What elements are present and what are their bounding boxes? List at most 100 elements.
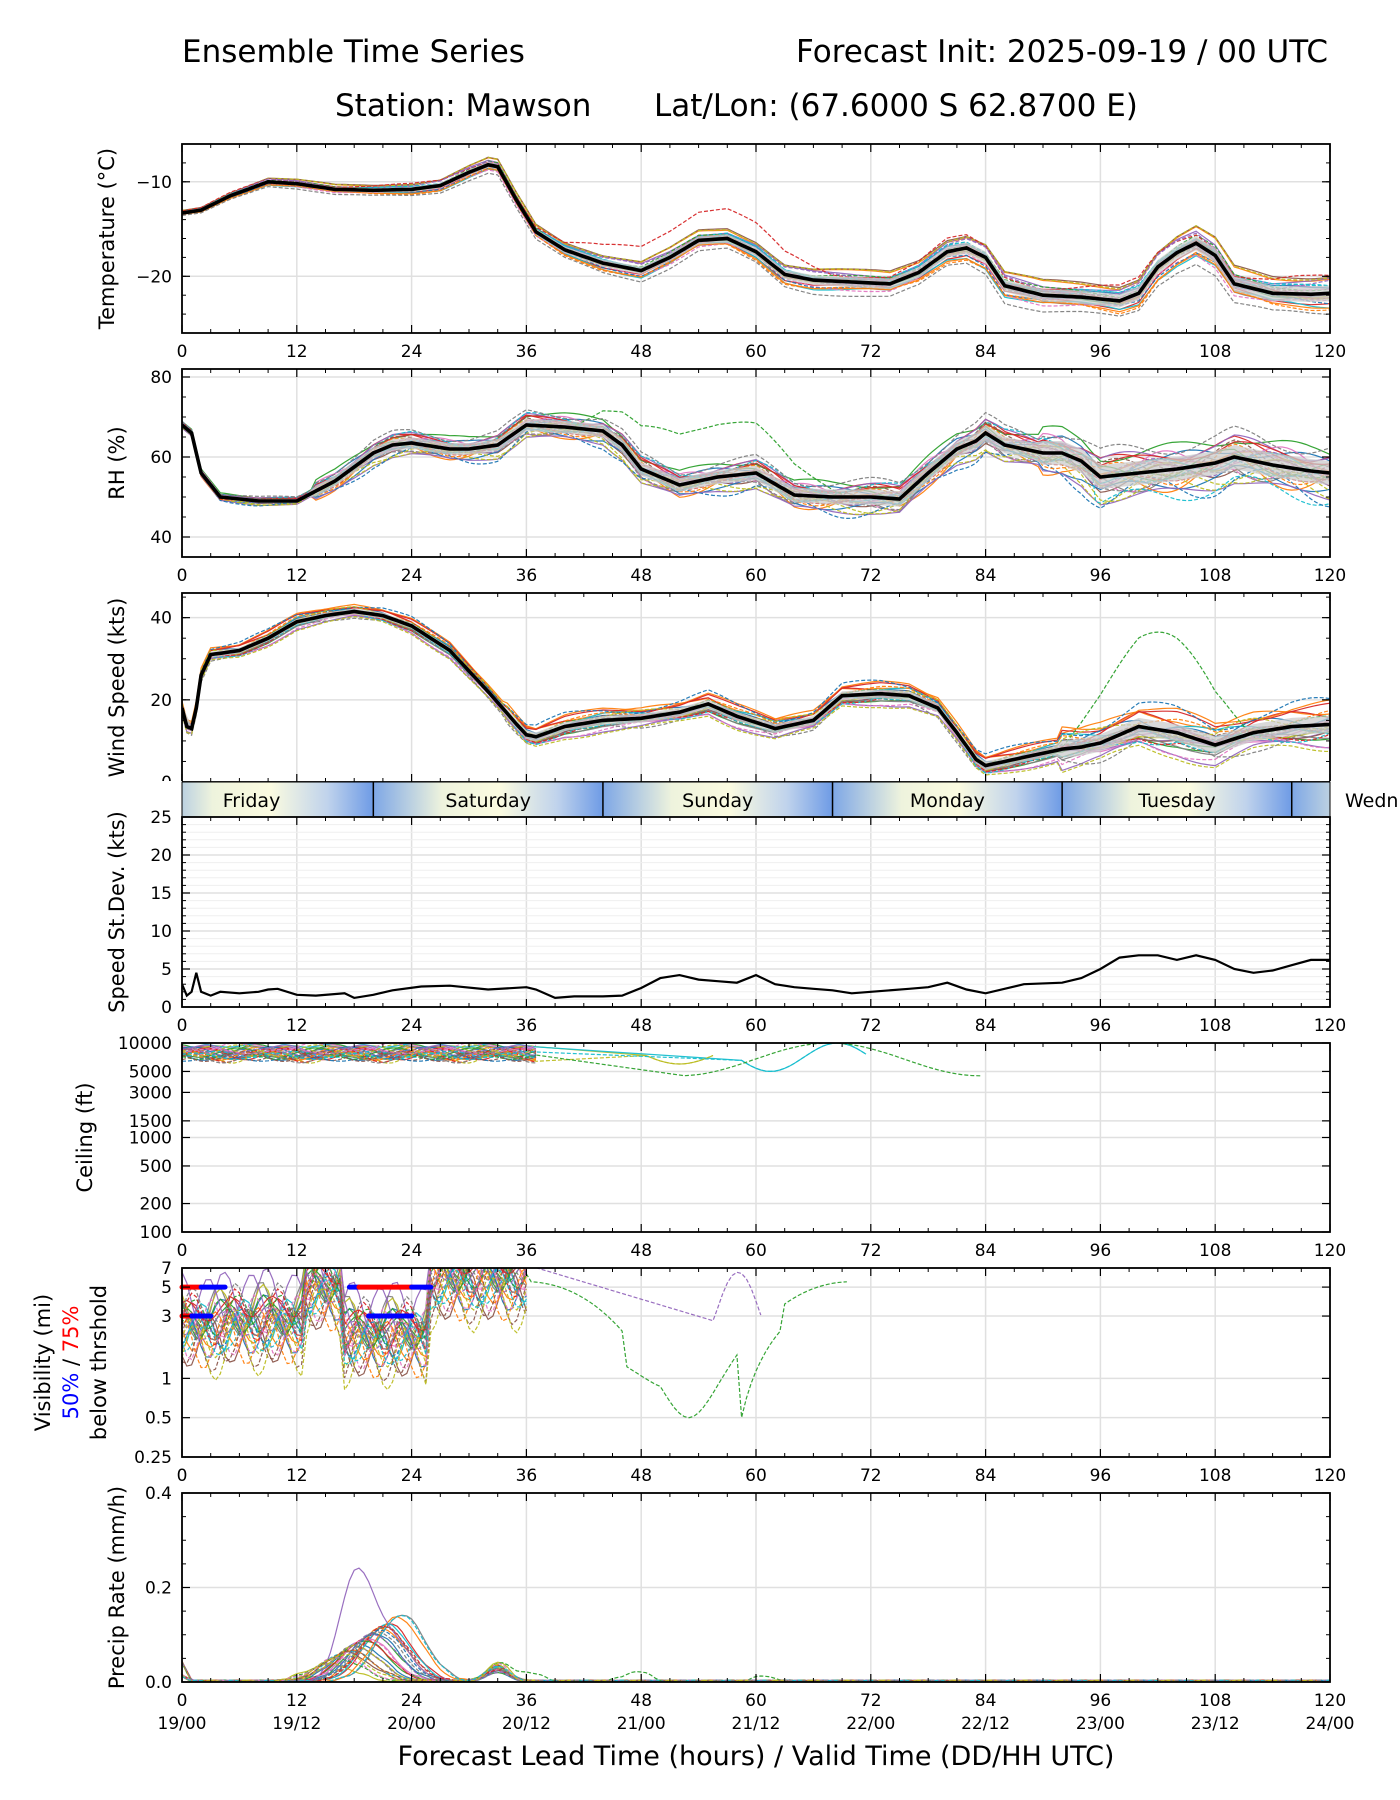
- y-tick-label: 100: [140, 1223, 172, 1243]
- day-bar-segment: [373, 782, 603, 817]
- visibility-members: [182, 1268, 847, 1419]
- x-tick-label: 120: [1314, 1691, 1346, 1711]
- x-tick-label: 108: [1199, 342, 1231, 362]
- visibility-ylabel-threshold: below thrshold: [87, 1285, 111, 1440]
- x-tick-label: 72: [860, 342, 882, 362]
- x-tick-label-valid: 22/00: [846, 1714, 895, 1734]
- ensemble-member-line: [182, 427, 1330, 511]
- wind_speed-ensemble-mean-line: [182, 609, 1330, 768]
- vis-75-label: 75%: [59, 1306, 83, 1353]
- x-tick-label: 84: [975, 566, 997, 586]
- day-bar-segment: [832, 782, 1063, 817]
- x-tick-label-valid: 24/00: [1306, 1714, 1355, 1734]
- ensemble-member-line: [182, 1268, 527, 1384]
- x-tick-label: 48: [630, 1691, 652, 1711]
- x-tick-label: 12: [286, 342, 308, 362]
- x-tick-label: 120: [1314, 1466, 1346, 1486]
- x-tick-label-valid: 21/00: [617, 1714, 666, 1734]
- day-label-monday: Monday: [910, 790, 985, 812]
- x-tick-label: 60: [745, 566, 767, 586]
- x-tick-label: 24: [401, 1241, 423, 1261]
- x-tick-label: 60: [745, 1691, 767, 1711]
- x-tick-label: 48: [630, 566, 652, 586]
- ensemble-member-line: [182, 1268, 511, 1342]
- x-tick-label: 96: [1090, 1016, 1112, 1036]
- y-tick-label: 60: [150, 448, 172, 468]
- x-tick-label: 108: [1199, 566, 1231, 586]
- y-tick-label: 200: [140, 1195, 172, 1215]
- x-tick-label: 84: [975, 1241, 997, 1261]
- x-tick-label: 0: [177, 1016, 188, 1036]
- ensemble-member-line: [182, 425, 1330, 520]
- y-tick-label: 25: [150, 808, 172, 828]
- ensemble-member-line: [182, 1268, 527, 1346]
- wind_speed-spread-band: [182, 608, 1330, 770]
- ensemble-member-line: [182, 161, 1330, 291]
- x-tick-label: 36: [516, 1466, 538, 1486]
- ensemble-member-line: [182, 1268, 527, 1357]
- x-tick-label-valid: 22/12: [961, 1714, 1010, 1734]
- x-tick-label: 108: [1199, 1466, 1231, 1486]
- ensemble-member-line: [182, 409, 1330, 498]
- ensemble-member-line: [182, 1048, 537, 1055]
- day-label-friday: Friday: [223, 790, 281, 812]
- ensemble-member-line: [182, 606, 1330, 755]
- x-tick-label-valid: 19/12: [272, 1714, 321, 1734]
- vis-50-label: 50%: [59, 1373, 83, 1420]
- ensemble-member-line: [182, 162, 1330, 294]
- ensemble-member-line: [182, 1051, 537, 1064]
- speed_stdev-ylabel: Speed St.Dev. (kts): [105, 811, 129, 1013]
- x-tick-label: 120: [1314, 1016, 1346, 1036]
- x-tick-label: 36: [516, 342, 538, 362]
- y-tick-label: 10: [150, 922, 172, 942]
- ensemble-member-line: [182, 612, 1330, 774]
- y-tick-label: 5000: [129, 1062, 172, 1082]
- x-tick-label: 108: [1199, 1241, 1231, 1261]
- y-tick-label: 1000: [129, 1129, 172, 1149]
- x-tick-label: 0: [177, 1241, 188, 1261]
- x-tick-label: 0: [177, 1691, 188, 1711]
- x-tick-label: 72: [860, 1466, 882, 1486]
- y-tick-label: 0.2: [145, 1579, 172, 1599]
- visibility-ylabel-percent: 50% / 75%: [59, 1306, 83, 1420]
- y-tick-label: −10: [136, 173, 172, 193]
- y-tick-label: 40: [150, 609, 172, 629]
- temperature-ensemble-mean-line: [182, 162, 1330, 303]
- x-tick-label: 24: [401, 566, 423, 586]
- x-tick-label-valid: 20/00: [387, 1714, 436, 1734]
- y-tick-label: 0.25: [134, 1448, 172, 1468]
- y-tick-label: 0.5: [145, 1409, 172, 1429]
- day-bar: Friday Saturday Sunday Monday Tuesday Wedn: [0, 781, 1400, 818]
- wind_speed-panel: 0122436486072849610812002040Wind Speed (…: [105, 592, 1346, 811]
- y-tick-label: 3000: [129, 1083, 172, 1103]
- vis-sep-label: /: [59, 1352, 83, 1372]
- ensemble-member-line: [182, 426, 1330, 515]
- ceiling-members: [182, 1043, 981, 1077]
- speed_stdev-panel: 0 12 24 36 48 60 72 84 96 108 120 0 5 10 15 20 25 Speed S…: [105, 808, 1346, 1036]
- wind_speed-ylabel: Wind Speed (kts): [105, 598, 129, 778]
- ensemble-member-line: [182, 1051, 537, 1063]
- x-tick-label: 120: [1314, 1241, 1346, 1261]
- x-tick-label: 96: [1090, 1241, 1112, 1261]
- y-tick-label: 80: [150, 368, 172, 388]
- ceiling-panel: 0 12 24 36 48 60 72 84 96 108 120 100 200 500 10001500…: [73, 1034, 1346, 1261]
- x-tick-label: 60: [745, 1016, 767, 1036]
- latlon-label: Lat/Lon: (67.6000 S 62.8700 E): [654, 88, 1138, 124]
- x-tick-label: 48: [630, 1466, 652, 1486]
- day-label-wednesday: Wedn: [1345, 790, 1398, 812]
- ensemble-member-line: [182, 1268, 527, 1366]
- ensemble-member-line: [182, 1043, 981, 1077]
- rh-panel: 0 12 24 36 48 60 72 84 96 108 120 40 60 80 RH (%): [105, 368, 1346, 586]
- rh-ensemble-mean-line: [182, 423, 1330, 503]
- x-tick-label: 0: [177, 1466, 188, 1486]
- x-tick-label: 12: [286, 1691, 308, 1711]
- x-tick-label: 48: [630, 1016, 652, 1036]
- ensemble-member-line: [182, 412, 1330, 499]
- ensemble-member-line: [182, 1268, 510, 1345]
- y-tick-label: 1500: [129, 1112, 172, 1132]
- temperature-ylabel: Temperature (°C): [95, 148, 119, 330]
- ensemble-member-line: [182, 1637, 1330, 1682]
- y-tick-label: 500: [140, 1157, 172, 1177]
- ensemble-member-line: [182, 1651, 1330, 1682]
